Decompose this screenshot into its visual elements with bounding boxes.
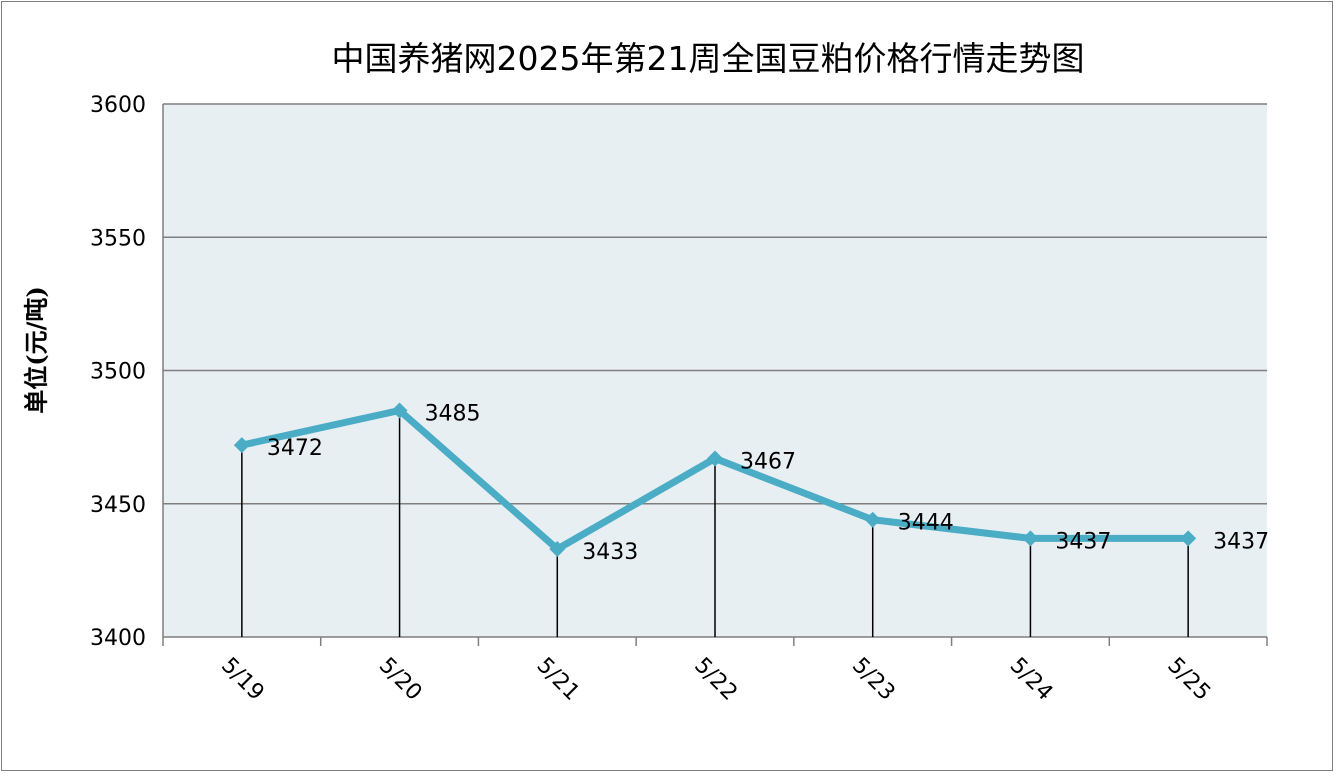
data-point-marker [707,450,723,467]
y-tick-label: 3500 [90,360,146,385]
data-label: 3472 [267,436,323,461]
data-label: 3467 [740,449,796,474]
data-label: 3433 [582,540,638,565]
data-label: 3437 [1055,529,1111,554]
x-tick-label: 5/22 [689,653,742,706]
data-point-marker [391,402,408,419]
chart-title: 中国养猪网2025年第21周全国豆粕价格行情走势图 [331,39,1085,78]
data-point-marker [1180,530,1197,547]
x-tick-label: 5/25 [1162,653,1215,706]
data-point-marker [864,511,881,528]
data-label: 3444 [898,511,954,536]
x-tick-label: 5/20 [374,653,427,706]
data-label: 3485 [425,401,481,426]
data-label: 3437 [1213,529,1269,554]
y-tick-label: 3550 [90,226,146,251]
data-point-marker [549,541,566,558]
y-tick-label: 3450 [90,493,146,518]
y-tick-label: 3600 [90,93,146,118]
x-tick-label: 5/19 [216,653,269,706]
x-tick-label: 5/21 [532,653,585,706]
y-tick-label: 3400 [90,626,146,651]
x-tick-label: 5/24 [1005,653,1058,706]
data-point-marker [1022,530,1039,547]
x-tick-label: 5/23 [847,653,900,706]
data-point-marker [233,437,250,454]
